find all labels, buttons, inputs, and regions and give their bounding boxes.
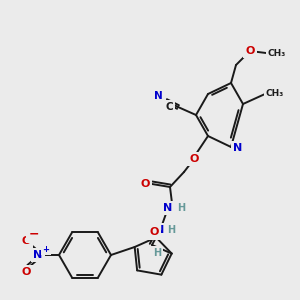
Text: CH₃: CH₃: [268, 49, 286, 58]
Text: O: O: [21, 236, 31, 246]
Text: H: H: [167, 225, 175, 235]
Text: −: −: [29, 227, 39, 241]
Text: N: N: [164, 203, 172, 213]
Text: N: N: [155, 225, 165, 235]
Text: N: N: [233, 143, 243, 153]
Text: O: O: [21, 267, 31, 277]
Text: O: O: [189, 154, 199, 164]
Text: H: H: [153, 248, 161, 258]
Text: N: N: [154, 91, 162, 101]
Text: +: +: [43, 244, 50, 253]
Text: O: O: [149, 227, 159, 237]
Text: N: N: [33, 250, 43, 260]
Text: O: O: [140, 179, 150, 189]
Text: CH₃: CH₃: [266, 89, 284, 98]
Text: O: O: [245, 46, 255, 56]
Text: H: H: [177, 203, 185, 213]
Text: C: C: [165, 102, 173, 112]
